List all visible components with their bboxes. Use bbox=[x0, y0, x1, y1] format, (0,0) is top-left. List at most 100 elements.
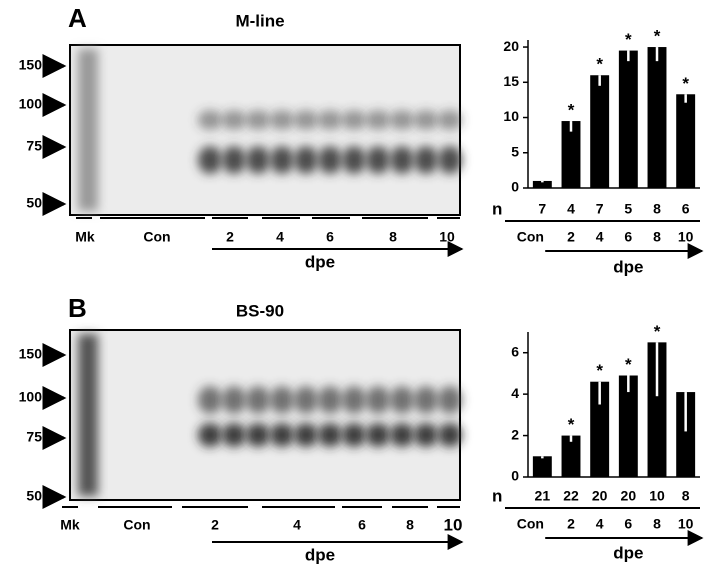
marker-label: 50 bbox=[26, 195, 42, 211]
lane-label: 8 bbox=[406, 517, 414, 533]
significance-marker: * bbox=[596, 55, 603, 74]
n-label: n bbox=[492, 199, 502, 218]
x-tick-label: 8 bbox=[653, 516, 661, 532]
n-value: 7 bbox=[596, 201, 604, 217]
blot-band bbox=[294, 146, 318, 174]
bar bbox=[647, 342, 667, 477]
blot-band bbox=[390, 146, 414, 174]
blot-band bbox=[246, 386, 270, 414]
blot-title: M-line bbox=[235, 11, 284, 30]
bar bbox=[618, 375, 638, 477]
blot-band bbox=[222, 386, 246, 414]
blot-band bbox=[342, 386, 366, 414]
blot-band bbox=[438, 423, 462, 447]
blot-band bbox=[198, 146, 222, 174]
marker-label: 75 bbox=[26, 429, 42, 445]
n-value: 20 bbox=[592, 488, 608, 504]
x-tick-label: 6 bbox=[624, 229, 632, 245]
lane-label: Mk bbox=[60, 517, 80, 533]
blot-band bbox=[318, 110, 342, 130]
marker-label: 100 bbox=[19, 96, 43, 112]
blot-band bbox=[414, 146, 438, 174]
x-tick-label: 2 bbox=[567, 516, 575, 532]
blot-band bbox=[366, 146, 390, 174]
blot-band bbox=[294, 423, 318, 447]
blot-band bbox=[270, 146, 294, 174]
blot-band bbox=[414, 110, 438, 130]
blot-band bbox=[342, 423, 366, 447]
significance-marker: * bbox=[596, 361, 603, 380]
lane-label: Con bbox=[143, 229, 170, 245]
y-tick-label: 5 bbox=[511, 143, 519, 159]
significance-marker: * bbox=[625, 30, 632, 49]
marker-label: 150 bbox=[19, 57, 43, 73]
y-tick-label: 4 bbox=[511, 385, 519, 401]
blot-band bbox=[366, 386, 390, 414]
dpe-label: dpe bbox=[305, 545, 335, 564]
y-tick-label: 6 bbox=[511, 343, 519, 359]
n-value: 8 bbox=[653, 201, 661, 217]
significance-marker: * bbox=[568, 415, 575, 434]
blot-band bbox=[438, 146, 462, 174]
n-value: 22 bbox=[563, 488, 579, 504]
x-tick-label: 10 bbox=[678, 516, 694, 532]
blot-band bbox=[270, 423, 294, 447]
dpe-label: dpe bbox=[305, 252, 335, 271]
blot-band bbox=[198, 386, 222, 414]
blot-band bbox=[198, 423, 222, 447]
blot-band bbox=[318, 386, 342, 414]
blot-band bbox=[390, 423, 414, 447]
blot-band bbox=[318, 146, 342, 174]
blot-band bbox=[366, 110, 390, 130]
lane-label: 2 bbox=[211, 517, 219, 533]
lane-label: 4 bbox=[293, 517, 301, 533]
marker-label: 100 bbox=[19, 389, 43, 405]
bar bbox=[561, 435, 581, 477]
panel-letter: B bbox=[68, 293, 87, 323]
blot-band bbox=[222, 423, 246, 447]
n-value: 10 bbox=[649, 488, 665, 504]
blot-band bbox=[318, 423, 342, 447]
marker-lane bbox=[78, 49, 98, 211]
blot-band bbox=[294, 386, 318, 414]
x-tick-label: 2 bbox=[567, 229, 575, 245]
marker-lane bbox=[78, 334, 98, 496]
lane-label: 4 bbox=[276, 229, 284, 245]
blot-band bbox=[294, 110, 318, 130]
bar bbox=[676, 392, 696, 477]
blot-band bbox=[390, 110, 414, 130]
panel-letter: A bbox=[68, 3, 87, 33]
blot-band bbox=[198, 110, 222, 130]
bar bbox=[590, 75, 610, 188]
n-value: 20 bbox=[621, 488, 637, 504]
y-tick-label: 0 bbox=[511, 468, 519, 484]
n-value: 8 bbox=[682, 488, 690, 504]
x-tick-label: Con bbox=[517, 229, 544, 245]
x-axis-label: dpe bbox=[613, 257, 643, 276]
blot-band bbox=[438, 386, 462, 414]
significance-marker: * bbox=[654, 322, 661, 341]
n-value: 21 bbox=[535, 488, 551, 504]
lane-label: 8 bbox=[389, 229, 397, 245]
bar bbox=[618, 50, 638, 189]
blot-band bbox=[222, 110, 246, 130]
blot-image bbox=[69, 44, 461, 216]
bar bbox=[590, 381, 610, 477]
x-tick-label: 6 bbox=[624, 516, 632, 532]
blot-band bbox=[414, 386, 438, 414]
lane-label: 6 bbox=[326, 229, 334, 245]
x-tick-label: 10 bbox=[678, 229, 694, 245]
x-tick-label: 4 bbox=[596, 229, 604, 245]
n-value: 5 bbox=[624, 201, 632, 217]
marker-label: 75 bbox=[26, 138, 42, 154]
y-tick-label: 2 bbox=[511, 426, 519, 442]
bar bbox=[532, 456, 552, 477]
lane-label: 10 bbox=[439, 229, 455, 245]
significance-marker: * bbox=[654, 27, 661, 46]
significance-marker: * bbox=[682, 74, 689, 93]
lane-label: 2 bbox=[226, 229, 234, 245]
bar bbox=[561, 121, 581, 188]
lane-label: Con bbox=[123, 517, 150, 533]
blot-band bbox=[246, 423, 270, 447]
